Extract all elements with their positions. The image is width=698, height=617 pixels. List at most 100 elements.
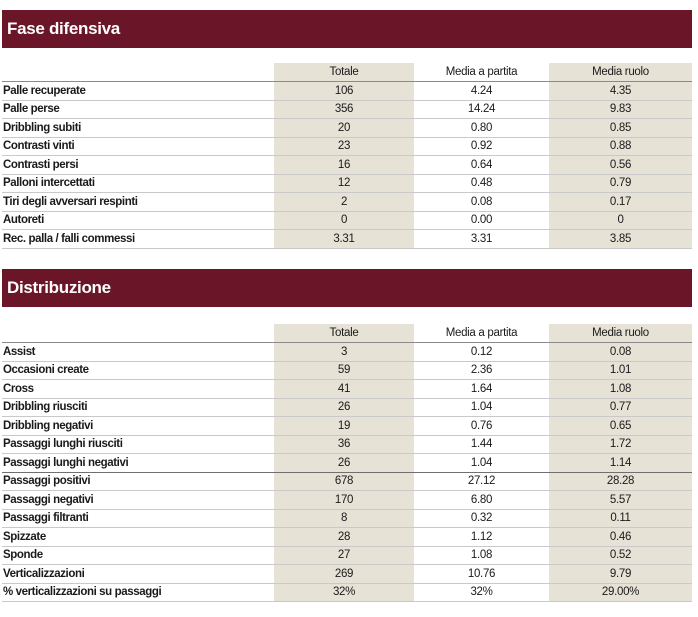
cell-media-ruolo: 1.72 xyxy=(549,435,692,454)
cell-media-ruolo: 5.57 xyxy=(549,490,692,510)
cell-totale: 170 xyxy=(274,490,414,510)
cell-totale: 3 xyxy=(274,342,414,362)
cell-totale: 2 xyxy=(274,192,414,212)
header-totale: Totale xyxy=(274,63,414,82)
section-title: Fase difensiva xyxy=(2,10,692,48)
stats-table: Totale Media a partita Media ruolo Palle… xyxy=(2,63,692,249)
header-totale: Totale xyxy=(274,324,414,343)
row-label: Dribbling riusciti xyxy=(2,398,274,417)
cell-media-ruolo: 0.46 xyxy=(549,527,692,547)
row-label: Dribbling negativi xyxy=(2,416,274,436)
cell-media-partita: 0.92 xyxy=(414,137,549,156)
table-row: Passaggi lunghi riusciti 36 1.44 1.72 xyxy=(2,435,692,454)
table-row: Verticalizzazioni 269 10.76 9.79 xyxy=(2,564,692,584)
table-row: Dribbling subiti 20 0.80 0.85 xyxy=(2,118,692,138)
cell-media-ruolo: 0 xyxy=(549,211,692,230)
cell-media-partita: 1.44 xyxy=(414,435,549,454)
header-media-partita: Media a partita xyxy=(414,324,549,343)
cell-media-ruolo: 1.01 xyxy=(549,361,692,380)
cell-media-partita: 0.48 xyxy=(414,174,549,193)
cell-media-partita: 0.08 xyxy=(414,192,549,212)
row-label: Occasioni create xyxy=(2,361,274,380)
table-row: Palle recuperate 106 4.24 4.35 xyxy=(2,81,692,101)
cell-media-ruolo: 9.79 xyxy=(549,564,692,584)
cell-media-partita: 0.32 xyxy=(414,509,549,528)
table-row: Passaggi negativi 170 6.80 5.57 xyxy=(2,490,692,510)
cell-totale: 26 xyxy=(274,398,414,417)
stats-table: Totale Media a partita Media ruolo Assis… xyxy=(2,324,692,602)
cell-media-ruolo: 0.17 xyxy=(549,192,692,212)
row-label: Dribbling subiti xyxy=(2,118,274,138)
cell-totale: 8 xyxy=(274,509,414,528)
header-media-ruolo: Media ruolo xyxy=(549,63,692,82)
cell-totale: 356 xyxy=(274,100,414,119)
cell-media-ruolo: 28.28 xyxy=(549,472,692,491)
table-row: Contrasti vinti 23 0.92 0.88 xyxy=(2,137,692,156)
table-row: Assist 3 0.12 0.08 xyxy=(2,342,692,362)
section-title: Distribuzione xyxy=(2,269,692,307)
header-media-ruolo: Media ruolo xyxy=(549,324,692,343)
cell-media-partita: 1.64 xyxy=(414,379,549,399)
cell-media-ruolo: 0.56 xyxy=(549,155,692,175)
row-label: Autoreti xyxy=(2,211,274,230)
cell-media-ruolo: 9.83 xyxy=(549,100,692,119)
cell-totale: 12 xyxy=(274,174,414,193)
cell-media-ruolo: 4.35 xyxy=(549,81,692,101)
cell-media-partita: 32% xyxy=(414,583,549,602)
cell-media-ruolo: 0.08 xyxy=(549,342,692,362)
row-label: Verticalizzazioni xyxy=(2,564,274,584)
cell-media-partita: 0.00 xyxy=(414,211,549,230)
row-label: Passaggi lunghi riusciti xyxy=(2,435,274,454)
table-row: Passaggi positivi 678 27.12 28.28 xyxy=(2,472,692,491)
cell-totale: 26 xyxy=(274,453,414,473)
cell-media-ruolo: 0.85 xyxy=(549,118,692,138)
cell-media-partita: 1.12 xyxy=(414,527,549,547)
row-label: % verticalizzazioni su passaggi xyxy=(2,583,274,602)
header-empty xyxy=(2,63,274,82)
cell-totale: 59 xyxy=(274,361,414,380)
table-header-row: Totale Media a partita Media ruolo xyxy=(2,63,692,82)
section-fase-difensiva: Fase difensiva Totale Media a partita Me… xyxy=(2,10,692,249)
cell-media-ruolo: 29.00% xyxy=(549,583,692,602)
cell-media-ruolo: 0.52 xyxy=(549,546,692,565)
cell-media-partita: 2.36 xyxy=(414,361,549,380)
cell-totale: 106 xyxy=(274,81,414,101)
table-row: Occasioni create 59 2.36 1.01 xyxy=(2,361,692,380)
cell-media-ruolo: 1.14 xyxy=(549,453,692,473)
table-header-row: Totale Media a partita Media ruolo xyxy=(2,324,692,343)
cell-totale: 41 xyxy=(274,379,414,399)
cell-media-ruolo: 0.77 xyxy=(549,398,692,417)
cell-totale: 16 xyxy=(274,155,414,175)
table-row: Autoreti 0 0.00 0 xyxy=(2,211,692,230)
cell-media-partita: 4.24 xyxy=(414,81,549,101)
row-label: Palloni intercettati xyxy=(2,174,274,193)
cell-media-partita: 3.31 xyxy=(414,229,549,249)
table-row: % verticalizzazioni su passaggi 32% 32% … xyxy=(2,583,692,602)
row-label: Rec. palla / falli commessi xyxy=(2,229,274,249)
row-label: Tiri degli avversari respinti xyxy=(2,192,274,212)
cell-totale: 678 xyxy=(274,472,414,491)
row-label: Sponde xyxy=(2,546,274,565)
cell-totale: 27 xyxy=(274,546,414,565)
row-label: Contrasti vinti xyxy=(2,137,274,156)
row-label: Contrasti persi xyxy=(2,155,274,175)
table-row: Passaggi lunghi negativi 26 1.04 1.14 xyxy=(2,453,692,473)
cell-totale: 36 xyxy=(274,435,414,454)
row-label: Passaggi positivi xyxy=(2,472,274,491)
row-label: Assist xyxy=(2,342,274,362)
section-distribuzione: Distribuzione Totale Media a partita Med… xyxy=(2,269,692,602)
cell-media-partita: 1.04 xyxy=(414,453,549,473)
row-label: Palle perse xyxy=(2,100,274,119)
cell-media-partita: 0.80 xyxy=(414,118,549,138)
table-row: Dribbling riusciti 26 1.04 0.77 xyxy=(2,398,692,417)
table-row: Rec. palla / falli commessi 3.31 3.31 3.… xyxy=(2,229,692,249)
cell-totale: 0 xyxy=(274,211,414,230)
cell-media-partita: 6.80 xyxy=(414,490,549,510)
cell-media-partita: 1.04 xyxy=(414,398,549,417)
cell-media-ruolo: 0.88 xyxy=(549,137,692,156)
table-row: Sponde 27 1.08 0.52 xyxy=(2,546,692,565)
cell-media-ruolo: 0.11 xyxy=(549,509,692,528)
cell-media-ruolo: 0.65 xyxy=(549,416,692,436)
table-row: Tiri degli avversari respinti 2 0.08 0.1… xyxy=(2,192,692,212)
row-label: Passaggi filtranti xyxy=(2,509,274,528)
